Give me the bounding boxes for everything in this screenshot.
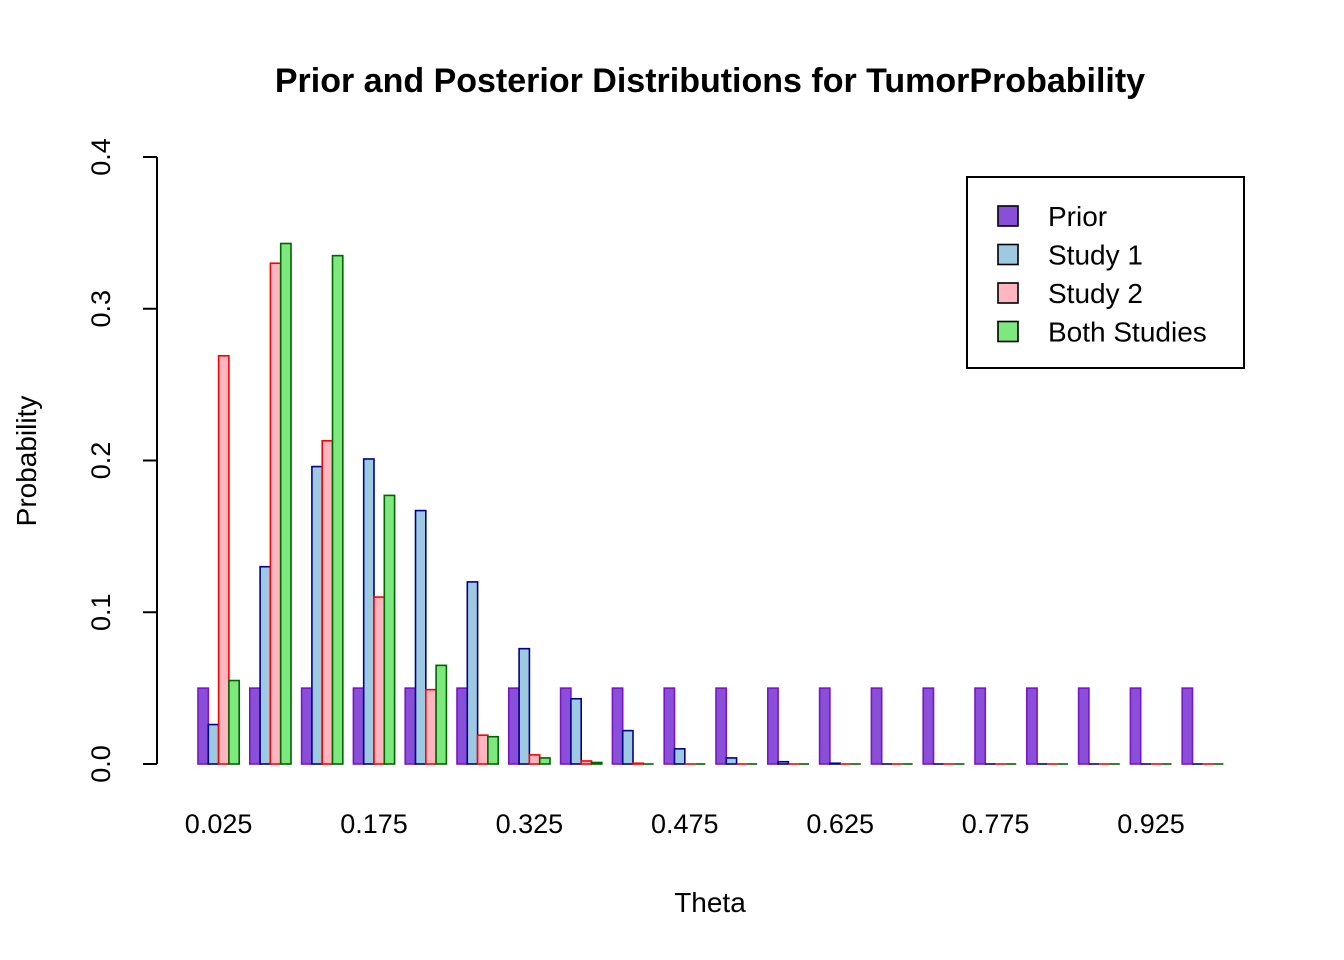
bar xyxy=(466,581,479,765)
bar xyxy=(331,254,344,765)
legend: Prior Study 1 Study 2 Both Studies xyxy=(966,176,1245,369)
x-tick-label: 0.775 xyxy=(962,809,1030,839)
bar xyxy=(279,242,292,765)
bar xyxy=(487,735,499,765)
bar xyxy=(476,734,489,765)
x-tick-label: 0.625 xyxy=(806,809,874,839)
x-tick-label: 0.175 xyxy=(340,809,408,839)
bar xyxy=(507,687,520,765)
bar xyxy=(269,262,282,765)
bar xyxy=(559,687,572,765)
bar xyxy=(590,761,603,765)
legend-swatch xyxy=(997,243,1019,266)
x-axis-label: Theta xyxy=(674,887,746,918)
x-axis-ticks: 0.025 0.175 0.325 0.475 0.625 0.775 0.925 xyxy=(185,809,1185,839)
bar xyxy=(725,757,738,765)
y-tick-label: 0.0 xyxy=(86,745,116,783)
x-tick-label: 0.925 xyxy=(1117,809,1185,839)
x-tick-label: 0.025 xyxy=(185,809,253,839)
bar xyxy=(1077,687,1090,765)
x-tick-label: 0.475 xyxy=(651,809,719,839)
bar xyxy=(404,687,417,765)
y-tick-label: 0.2 xyxy=(86,442,116,480)
bar xyxy=(1129,687,1142,765)
legend-swatch xyxy=(997,282,1019,304)
bar xyxy=(673,748,686,765)
y-tick-label: 0.3 xyxy=(86,290,116,328)
bar xyxy=(456,687,469,765)
bars xyxy=(197,242,1224,765)
y-axis: 0.0 0.1 0.2 0.3 0.4 xyxy=(86,138,158,783)
bar xyxy=(818,687,831,765)
bar xyxy=(777,760,790,765)
bar xyxy=(217,354,230,765)
legend-entry: Both Studies xyxy=(1048,317,1207,348)
bar xyxy=(715,687,728,765)
bar xyxy=(352,687,365,765)
bar xyxy=(611,687,624,765)
bar xyxy=(766,687,779,765)
bar xyxy=(518,647,531,765)
bar xyxy=(362,458,375,765)
legend-entry: Study 1 xyxy=(1048,240,1143,271)
bar xyxy=(663,687,676,765)
bar xyxy=(249,687,261,765)
bar xyxy=(922,687,935,765)
bar xyxy=(373,596,386,765)
bar xyxy=(311,465,323,765)
y-tick-label: 0.1 xyxy=(86,593,116,631)
bar xyxy=(228,679,240,765)
bar xyxy=(321,439,334,765)
bar xyxy=(870,687,883,765)
y-axis-label: Probability xyxy=(11,396,42,527)
bar xyxy=(435,664,448,765)
y-tick-label: 0.4 xyxy=(86,138,116,176)
legend-entry: Prior xyxy=(1048,201,1107,232)
bar xyxy=(829,762,842,765)
legend-swatch xyxy=(997,205,1019,227)
bar xyxy=(300,687,313,765)
bar xyxy=(632,762,645,765)
bar xyxy=(207,723,220,765)
bar xyxy=(538,757,551,765)
bar xyxy=(424,688,437,765)
bar xyxy=(259,565,272,765)
legend-swatch xyxy=(997,320,1019,343)
bar xyxy=(414,509,427,765)
bar xyxy=(1181,687,1194,765)
bar xyxy=(528,754,541,765)
bar xyxy=(580,760,593,765)
bar xyxy=(197,687,210,765)
bar xyxy=(621,729,634,765)
bar xyxy=(383,494,396,765)
x-tick-label: 0.325 xyxy=(496,809,564,839)
bar xyxy=(1026,687,1038,765)
legend-entry: Study 2 xyxy=(1048,278,1143,309)
chart-title: Prior and Posterior Distributions for Tu… xyxy=(275,62,1145,100)
bar xyxy=(570,697,583,765)
bar xyxy=(974,687,987,765)
